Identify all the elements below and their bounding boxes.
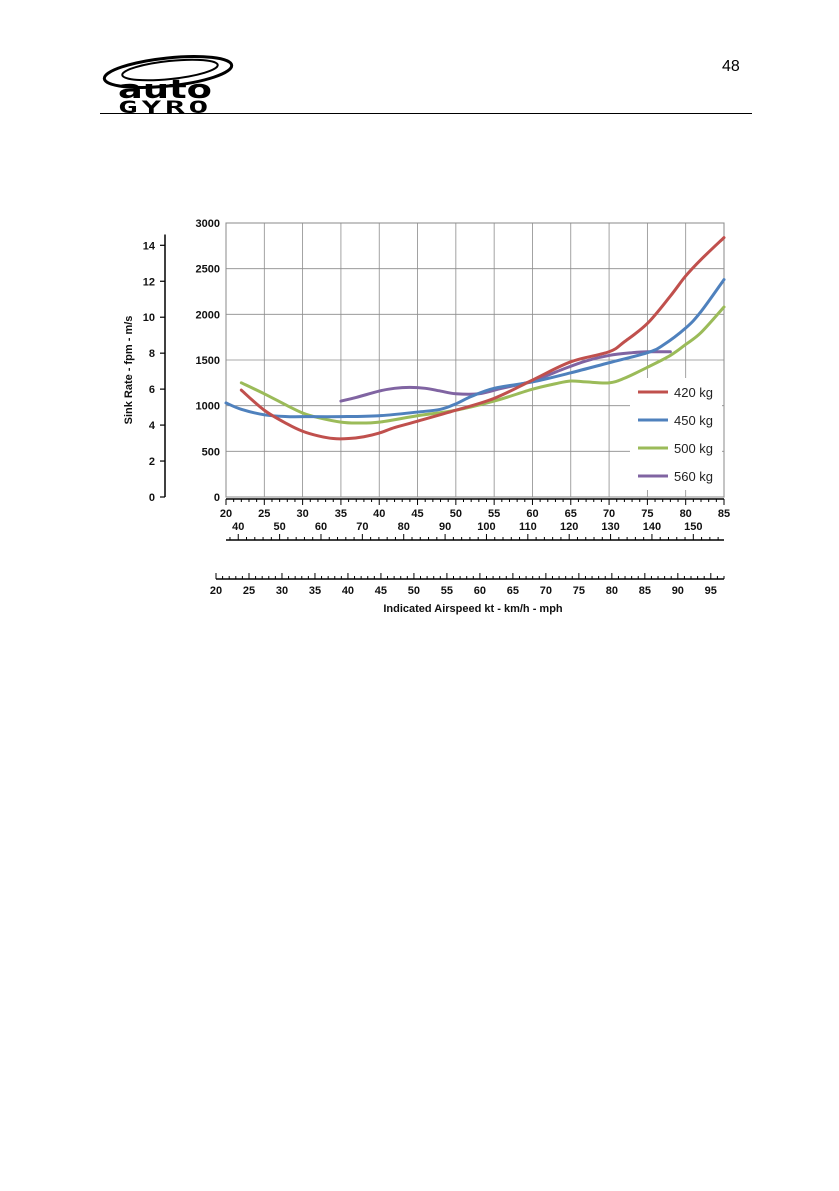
autogyro-logo: auto GYRO: [102, 55, 234, 114]
y-tick-label-fpm: 0: [214, 492, 220, 504]
x-tick-label-mph: 70: [540, 585, 552, 597]
x-tick-label-mph: 55: [441, 585, 453, 597]
y-tick-label-ms: 6: [149, 384, 155, 396]
x-tick-label-mph: 90: [672, 585, 684, 597]
x-axis-label: Indicated Airspeed kt - km/h - mph: [383, 603, 563, 615]
logo-line1: auto: [118, 75, 212, 105]
x-tick-label-mph: 40: [342, 585, 354, 597]
x-tick-label-kt: 60: [526, 508, 538, 520]
x-tick-label-kmh: 60: [315, 521, 327, 533]
x-tick-label-kt: 50: [450, 508, 462, 520]
x-tick-label-mph: 75: [573, 585, 585, 597]
x-tick-label-kt: 40: [373, 508, 385, 520]
x-tick-label-kmh: 80: [398, 521, 410, 533]
y-tick-label-fpm: 2000: [196, 309, 220, 321]
chart-axes: 0 500 1000 1500 2000 2500 3000 0 2 4 6 8 10 12 14 20 25 3…: [143, 218, 730, 597]
x-tick-label-mph: 60: [474, 585, 486, 597]
chart-legend: 420 kg 450 kg 500 kg 560 kg: [630, 378, 722, 490]
x-tick-label-kt: 70: [603, 508, 615, 520]
x-tick-label-kt: 65: [565, 508, 577, 520]
x-tick-label-kt: 80: [680, 508, 692, 520]
legend-label: 500 kg: [674, 441, 713, 456]
x-tick-label-kmh: 140: [643, 521, 661, 533]
chart-series: [224, 236, 726, 441]
x-tick-label-kmh: 70: [356, 521, 368, 533]
logo-line2: GYRO: [118, 98, 212, 114]
x-tick-label-kt: 45: [411, 508, 423, 520]
legend-label: 560 kg: [674, 469, 713, 484]
y-tick-label-ms: 0: [149, 492, 155, 504]
x-tick-label-mph: 65: [507, 585, 519, 597]
y-tick-label-fpm: 1000: [196, 401, 220, 413]
y-tick-label-fpm: 500: [202, 446, 220, 458]
legend-label: 450 kg: [674, 413, 713, 428]
x-tick-label-kt: 30: [296, 508, 308, 520]
x-tick-label-kmh: 90: [439, 521, 451, 533]
x-tick-label-mph: 20: [210, 585, 222, 597]
legend-box: [630, 378, 722, 490]
x-tick-label-mph: 50: [408, 585, 420, 597]
y-tick-label-ms: 10: [143, 312, 155, 324]
x-tick-label-mph: 80: [606, 585, 618, 597]
sink-rate-chart: 0 500 1000 1500 2000 2500 3000 0 2 4 6 8 10 12 14 20 25 3…: [123, 218, 730, 615]
x-tick-label-mph: 45: [375, 585, 387, 597]
y-tick-label-ms: 2: [149, 456, 155, 468]
series-line-450-kg: [224, 278, 726, 419]
x-tick-label-mph: 95: [705, 585, 717, 597]
y-tick-label-ms: 14: [143, 240, 156, 252]
y-tick-label-fpm: 1500: [196, 355, 220, 367]
page-number: 48: [722, 58, 740, 75]
x-tick-label-kmh: 40: [232, 521, 244, 533]
y-axis-label: Sink Rate - fpm - m/s: [123, 316, 135, 425]
x-tick-label-mph: 35: [309, 585, 321, 597]
x-tick-label-kmh: 130: [601, 521, 619, 533]
x-tick-label-kt: 85: [718, 508, 730, 520]
series-line-420-kg: [239, 236, 726, 441]
legend-label: 420 kg: [674, 385, 713, 400]
x-tick-label-mph: 85: [639, 585, 651, 597]
x-tick-label-mph: 30: [276, 585, 288, 597]
y-tick-label-ms: 12: [143, 276, 155, 288]
y-tick-label-fpm: 2500: [196, 264, 220, 276]
x-tick-label-kmh: 150: [684, 521, 702, 533]
x-tick-label-mph: 25: [243, 585, 255, 597]
header-rule: [100, 113, 752, 114]
x-tick-label-kmh: 110: [519, 521, 537, 533]
x-tick-label-kmh: 100: [477, 521, 495, 533]
x-tick-label-kt: 35: [335, 508, 347, 520]
x-tick-label-kt: 75: [641, 508, 653, 520]
x-tick-label-kmh: 120: [560, 521, 578, 533]
x-tick-label-kmh: 50: [273, 521, 285, 533]
x-tick-label-kt: 55: [488, 508, 500, 520]
x-tick-label-kt: 20: [220, 508, 232, 520]
y-tick-label-fpm: 3000: [196, 218, 220, 230]
y-tick-label-ms: 8: [149, 348, 155, 360]
x-tick-label-kt: 25: [258, 508, 270, 520]
y-tick-label-ms: 4: [149, 420, 156, 432]
